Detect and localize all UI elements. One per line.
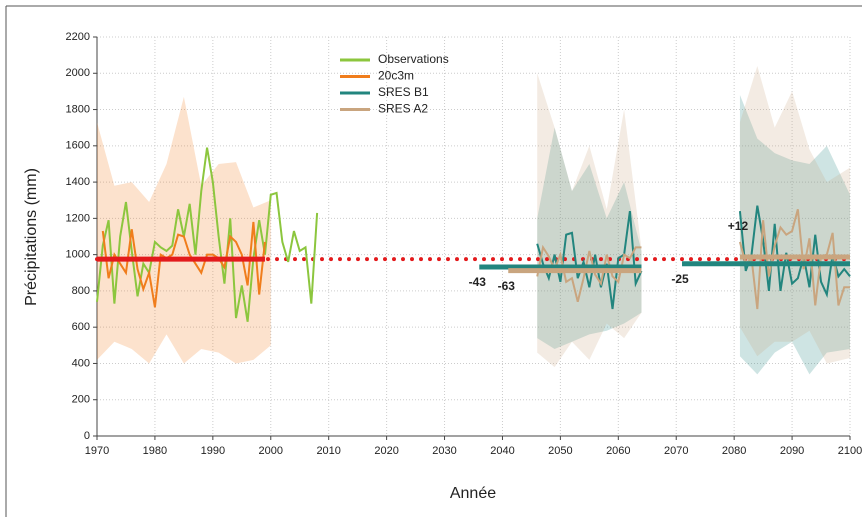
y-tick-label: 1200 bbox=[66, 212, 90, 224]
x-tick-label: 2010 bbox=[316, 445, 340, 457]
legend-label: 20c3m bbox=[378, 69, 414, 83]
legend-label: Observations bbox=[378, 52, 449, 66]
uncertainty-band bbox=[739, 95, 850, 375]
x-tick-label: 2020 bbox=[374, 445, 398, 457]
legend-label: SRES B1 bbox=[378, 85, 429, 99]
y-tick-label: 400 bbox=[72, 357, 90, 369]
y-axis-title: Précipitations (mm) bbox=[23, 168, 40, 306]
x-tick-label: 2030 bbox=[432, 445, 456, 457]
change-annotation: -43 bbox=[469, 275, 487, 289]
change-annotation: +12 bbox=[728, 219, 749, 233]
x-tick-label: 2050 bbox=[548, 445, 572, 457]
change-annotation: -63 bbox=[498, 279, 516, 293]
y-tick-label: 2200 bbox=[66, 31, 90, 43]
y-tick-label: 1600 bbox=[66, 140, 90, 152]
x-axis-title: Année bbox=[450, 485, 496, 502]
y-tick-label: 0 bbox=[84, 430, 90, 442]
x-tick-label: 2040 bbox=[490, 445, 514, 457]
uncertainty-band bbox=[537, 127, 642, 349]
x-tick-label: 1990 bbox=[201, 445, 225, 457]
x-tick-label: 2080 bbox=[722, 445, 746, 457]
y-tick-label: 1000 bbox=[66, 249, 90, 261]
x-tick-label: 1970 bbox=[85, 445, 109, 457]
legend-label: SRES A2 bbox=[378, 102, 428, 116]
x-tick-label: 2100 bbox=[838, 445, 862, 457]
y-tick-label: 200 bbox=[72, 394, 90, 406]
uncertainty-band bbox=[537, 73, 642, 368]
y-tick-label: 600 bbox=[72, 321, 90, 333]
x-tick-label: 2070 bbox=[664, 445, 688, 457]
x-tick-label: 2090 bbox=[780, 445, 804, 457]
uncertainty-band bbox=[97, 96, 271, 364]
uncertainty-band bbox=[739, 66, 850, 364]
x-tick-label: 2060 bbox=[606, 445, 630, 457]
y-tick-label: 800 bbox=[72, 285, 90, 297]
series-line bbox=[101, 221, 266, 308]
y-tick-label: 1800 bbox=[66, 103, 90, 115]
series-line bbox=[96, 147, 319, 322]
y-tick-label: 2000 bbox=[66, 67, 90, 79]
x-tick-label: 2000 bbox=[259, 445, 283, 457]
x-tick-label: 1980 bbox=[143, 445, 167, 457]
change-annotation: -25 bbox=[671, 272, 689, 286]
y-tick-label: 1400 bbox=[66, 176, 90, 188]
